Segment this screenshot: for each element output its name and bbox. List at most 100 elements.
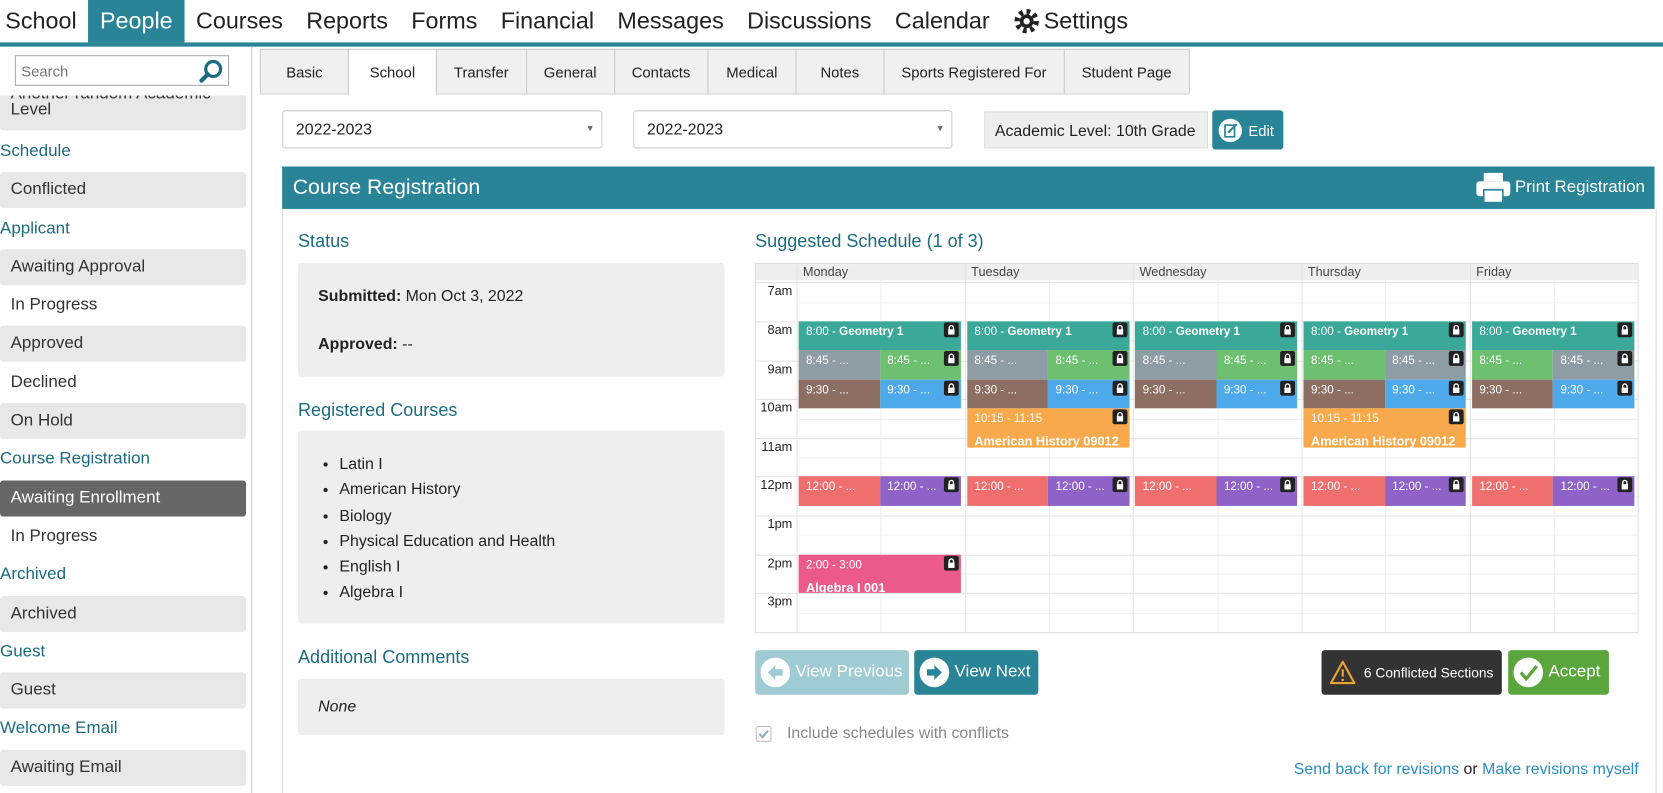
nav-item[interactable]: Calendar xyxy=(883,0,1001,42)
tab[interactable]: Basic xyxy=(259,48,349,94)
tab[interactable]: Student Page xyxy=(1063,48,1190,94)
course-block[interactable]: 9:30 - ... xyxy=(1553,379,1635,409)
course-block[interactable]: 12:00 - ... xyxy=(1384,476,1466,506)
course-block[interactable]: 8:00 - Geometry 1 xyxy=(1471,321,1635,351)
year-select[interactable]: 2022-2023 xyxy=(282,110,603,149)
tab[interactable]: General xyxy=(525,48,615,94)
course-block[interactable]: 9:30 - ... xyxy=(798,379,880,409)
sidebar-item[interactable]: Another random Academic Level xyxy=(0,95,247,131)
revise-link[interactable]: Make revisions myself xyxy=(1482,760,1639,779)
view-next-label: View Next xyxy=(954,662,1031,681)
course-block[interactable]: 12:00 - ... xyxy=(1048,476,1130,506)
course-block[interactable]: 8:45 - ... xyxy=(1384,350,1466,380)
half-hour-line xyxy=(798,457,1638,459)
side-row: In Progress xyxy=(0,287,246,325)
course-block[interactable]: 9:30 - ... xyxy=(1384,379,1466,409)
course-block[interactable]: 8:45 - ... xyxy=(966,350,1049,380)
sidebar-item[interactable]: Declined xyxy=(10,373,77,392)
include-conflicts[interactable]: Include schedules with conflicts xyxy=(755,724,1009,742)
year-select[interactable]: 2022-2023 xyxy=(633,110,953,149)
course-block[interactable]: 8:00 - Geometry 1 xyxy=(798,321,961,351)
nav-item[interactable]: Settings xyxy=(1001,0,1139,42)
tab[interactable]: Medical xyxy=(707,48,797,94)
top-nav: School People Courses Reports Forms Financial… xyxy=(0,0,1663,47)
course-block[interactable]: 8:00 - Geometry 1 xyxy=(1135,321,1298,351)
course-block[interactable]: 9:30 - ... xyxy=(1048,379,1130,409)
course-block[interactable]: 8:45 - ... xyxy=(1216,350,1298,380)
day-line xyxy=(964,264,966,633)
comments-box: None xyxy=(298,678,725,735)
tab[interactable]: Transfer xyxy=(435,48,527,94)
tab[interactable]: School xyxy=(347,48,437,96)
course-time: 8:45 - ... xyxy=(887,354,930,368)
course-block[interactable]: 12:00 - ... xyxy=(798,476,880,506)
course-block[interactable]: 9:30 - ... xyxy=(1303,379,1385,409)
lock-icon xyxy=(1280,322,1296,338)
day-label: Thursday xyxy=(1307,264,1361,279)
course-block[interactable]: 9:30 - ... xyxy=(1471,379,1554,409)
sidebar-item[interactable]: Awaiting Enrollment xyxy=(0,480,247,517)
course-block[interactable]: 12:00 - ... xyxy=(966,476,1049,506)
course-block[interactable]: 9:30 - ... xyxy=(1135,379,1217,409)
view-next-button[interactable]: View Next xyxy=(914,650,1039,695)
conflicts-button[interactable]: 6 Conflicted Sections xyxy=(1321,650,1502,695)
sidebar-item[interactable]: Awaiting Email xyxy=(0,749,247,786)
time-label: 1pm xyxy=(767,516,793,532)
nav-item[interactable]: Courses xyxy=(184,0,294,42)
course-block[interactable]: 8:45 - ... xyxy=(1135,350,1217,380)
course-block[interactable]: 12:00 - ... xyxy=(1553,476,1635,506)
sidebar-item[interactable]: Approved xyxy=(0,326,247,363)
course-block[interactable]: 12:00 - ... xyxy=(879,476,961,506)
nav-item[interactable]: School xyxy=(0,0,88,42)
course-block[interactable]: 12:00 - ... xyxy=(1216,476,1298,506)
nav-item[interactable]: Financial xyxy=(489,0,606,42)
print-button[interactable]: Print Registration xyxy=(1475,171,1645,205)
courses-heading: Registered Courses xyxy=(298,399,458,420)
course-block[interactable]: 8:45 - ... xyxy=(879,350,961,380)
course-block[interactable]: 2:00 - 3:00 Algebra I 001 xyxy=(798,554,961,594)
edit-button[interactable]: Edit xyxy=(1212,110,1284,150)
sidebar-item[interactable]: Awaiting Approval xyxy=(0,249,247,286)
checkbox[interactable] xyxy=(755,725,772,742)
sidebar-item[interactable]: Archived xyxy=(0,595,247,632)
course-block[interactable]: 12:00 - ... xyxy=(1303,476,1385,506)
accept-button[interactable]: Accept xyxy=(1508,650,1609,695)
nav-item[interactable]: Discussions xyxy=(735,0,883,42)
tab[interactable]: Contacts xyxy=(613,48,709,94)
view-previous-button[interactable]: View Previous xyxy=(755,650,909,695)
course-block[interactable]: 8:45 - ... xyxy=(1303,350,1385,380)
nav-item[interactable]: Forms xyxy=(400,0,489,42)
sidebar-item[interactable]: In Progress xyxy=(10,527,98,546)
sidebar-item[interactable]: Guest xyxy=(0,672,247,709)
course-time: 12:00 - ... xyxy=(1055,480,1105,494)
sidebar-item[interactable]: Conflicted xyxy=(0,172,247,209)
course-block[interactable]: 8:45 - ... xyxy=(798,350,880,380)
course-block[interactable]: 10:15 - 11:15 American History 09012 xyxy=(1303,408,1466,448)
sidebar-item[interactable]: In Progress xyxy=(10,296,98,315)
panel-header: Course Registration Print Registration xyxy=(282,166,1655,209)
course-title: Geometry 1 xyxy=(1175,325,1240,339)
course-block[interactable]: 12:00 - ... xyxy=(1135,476,1217,506)
course-block[interactable]: 9:30 - ... xyxy=(1216,379,1298,409)
sidebar-item[interactable]: On Hold xyxy=(0,403,247,440)
nav-item[interactable]: People xyxy=(88,0,185,43)
course-block[interactable]: 9:30 - ... xyxy=(966,379,1049,409)
course-block[interactable]: 8:00 - Geometry 1 xyxy=(966,321,1130,351)
course-time: 8:45 - ... xyxy=(1055,354,1099,368)
course-block[interactable]: 8:00 - Geometry 1 xyxy=(1303,321,1466,351)
course-block[interactable]: 10:15 - 11:15 American History 09012 xyxy=(966,408,1130,448)
search-input[interactable]: Search xyxy=(14,55,230,86)
tab[interactable]: Notes xyxy=(795,48,885,94)
course-block[interactable]: 8:45 - ... xyxy=(1048,350,1130,380)
course-block[interactable]: 12:00 - ... xyxy=(1471,476,1554,506)
search-icon[interactable] xyxy=(198,58,223,83)
course-block[interactable]: 8:45 - ... xyxy=(1553,350,1635,380)
nav-item[interactable]: Reports xyxy=(295,0,400,42)
send-back-link[interactable]: Send back for revisions xyxy=(1293,760,1460,779)
course-block[interactable]: 8:45 - ... xyxy=(1471,350,1554,380)
approved-label: Approved: xyxy=(318,335,398,354)
time-label: 11am xyxy=(761,438,793,454)
tab[interactable]: Sports Registered For xyxy=(883,48,1065,94)
course-block[interactable]: 9:30 - ... xyxy=(879,379,961,409)
nav-item[interactable]: Messages xyxy=(606,0,736,42)
